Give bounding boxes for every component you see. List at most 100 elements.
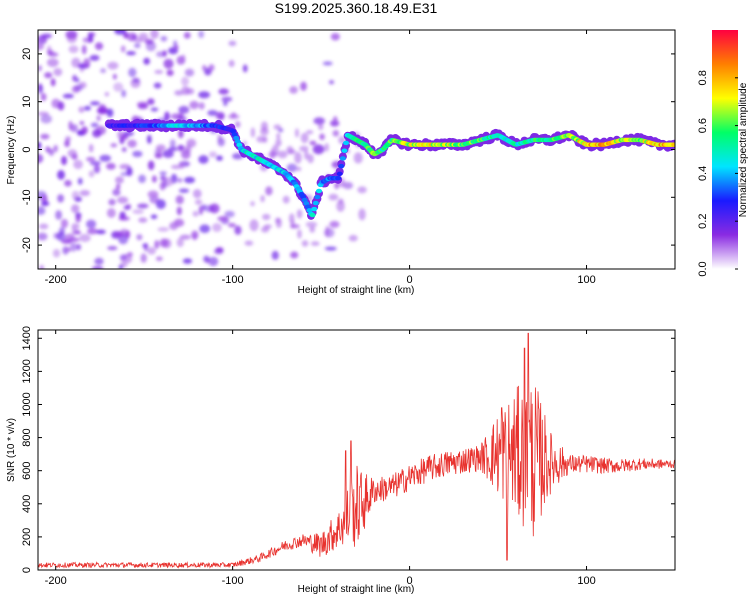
spectrogram-noise-blob: [64, 139, 70, 148]
spectrogram-noise-blob: [194, 199, 203, 205]
spectrogram-noise-blob: [227, 114, 240, 120]
spectrogram-y-tick-label: -20: [21, 237, 33, 253]
snr-y-ticks: 0 200 400 600 800 1000 1200 1400: [21, 326, 675, 573]
spectrogram-noise-blob: [338, 198, 344, 204]
spectrogram-x-ticks: -200 -100 0 100: [45, 30, 596, 286]
spectrogram-noise-blob: [151, 175, 157, 183]
spectrogram-noise-blob: [118, 264, 123, 269]
spectrogram-ridge-core: [315, 188, 322, 194]
spectrogram-noise-blob: [208, 151, 218, 158]
spectrogram-ridge-core: [309, 212, 316, 218]
snr-background: [38, 330, 675, 570]
spectrogram-noise-blob: [99, 154, 111, 162]
spectrogram-noise-blob: [329, 220, 340, 228]
spectrogram-noise-blob: [96, 229, 106, 235]
figure-title: S199.2025.360.18.49.E31: [275, 0, 438, 16]
spectrogram-ridge-core: [301, 197, 308, 203]
spectrogram-noise-blob: [336, 200, 345, 212]
spectrogram-ridge-core: [303, 201, 310, 206]
spectrogram-noise-blob: [173, 40, 178, 48]
spectrogram-noise-blob: [215, 111, 225, 120]
spectrogram-noise-blob: [189, 100, 199, 110]
spectrogram-ridge-core: [339, 156, 346, 161]
spectrogram-noise-blob: [208, 64, 215, 72]
spectrogram-noise-blob: [244, 240, 254, 246]
spectrogram-noise-blob: [118, 216, 130, 221]
spectrogram-ridge-core: [306, 208, 313, 213]
snr-y-tick-label: 800: [21, 428, 33, 446]
spectrogram-noise-blob: [179, 234, 191, 240]
spectrogram-noise-blob: [89, 160, 102, 166]
spectrogram-noise-blob: [100, 68, 106, 74]
spectrogram-noise-blob: [217, 137, 225, 147]
spectrogram-noise-blob: [38, 65, 42, 72]
spectrogram-noise-blob: [173, 218, 185, 227]
spectrogram-noise-blob: [286, 163, 298, 173]
spectrogram-noise-blob: [71, 57, 81, 68]
colorbar-tick-label: 0.8: [697, 70, 709, 85]
spectrogram-noise-blob: [104, 91, 110, 97]
spectrogram-noise-blob: [260, 194, 265, 203]
spectrogram-noise-blob: [41, 201, 50, 207]
spectrogram-noise-blob: [224, 210, 235, 218]
spectrogram-noise-blob: [203, 255, 210, 263]
spectrogram-noise-blob: [38, 153, 44, 164]
spectrogram-noise-blob: [127, 139, 137, 148]
spectrogram-noise-blob: [153, 82, 162, 89]
spectrogram-noise-blob: [159, 181, 166, 191]
spectrogram-noise-blob: [207, 110, 218, 116]
spectrogram-noise-blob: [277, 150, 288, 159]
spectrogram-noise-blob: [221, 96, 233, 102]
spectrogram-noise-blob: [162, 149, 174, 158]
spectrogram-noise-blob: [294, 128, 299, 138]
spectrogram-noise-blob: [79, 189, 91, 197]
spectrogram-noise-blob: [275, 138, 282, 147]
spectrogram-noise-blob: [164, 111, 170, 122]
spectrogram-noise-blob: [289, 86, 298, 94]
spectrogram-noise-blob: [38, 232, 48, 241]
spectrogram-noise-blob: [81, 126, 88, 134]
spectrogram-noise-blob: [134, 42, 141, 49]
spectrogram-noise-blob: [83, 58, 91, 68]
spectrogram-noise-blob: [307, 153, 314, 164]
spectrogram-ridge-core: [312, 200, 319, 206]
spectrogram-noise-blob: [306, 130, 314, 135]
spectrogram-noise-blob: [62, 93, 74, 99]
spectrogram-noise-blob: [160, 35, 168, 42]
spectrogram-noise-blob: [117, 196, 129, 204]
spectrogram-noise-blob: [115, 183, 121, 190]
spectrogram-noise-blob: [155, 199, 166, 210]
spectrogram-noise-blob: [120, 45, 126, 53]
spectrogram-noise-blob: [162, 50, 167, 57]
spectrogram-noise-blob: [228, 40, 237, 46]
spectrogram-noise-blob: [38, 206, 46, 215]
spectrogram-noise-blob: [39, 264, 44, 269]
spectrogram-noise-blob: [143, 242, 149, 252]
snr-x-ticks: -200 -100 0 100: [45, 330, 596, 587]
spectrogram-noise-blob: [309, 140, 317, 146]
spectrogram-x-tick-label: -200: [45, 274, 67, 286]
spectrogram-noise-blob: [353, 152, 363, 164]
spectrogram-noise-blob: [53, 232, 61, 239]
spectrogram-noise-blob: [332, 129, 340, 137]
spectrogram-noise-blob: [297, 229, 302, 239]
spectrogram-noise-blob: [50, 78, 56, 87]
spectrogram-ridge-core: [229, 128, 236, 134]
spectrogram-noise-blob: [357, 186, 367, 194]
spectrogram-noise-blob: [275, 217, 281, 224]
spectrogram-noise-blob: [150, 30, 159, 39]
spectrogram-noise-blob: [85, 219, 97, 229]
spectrogram-noise-blob: [138, 217, 148, 223]
spectrogram-noise-blob: [126, 32, 138, 42]
spectrogram-noise-blob: [107, 61, 119, 70]
spectrogram-noise-blob: [78, 106, 85, 113]
spectrogram-noise-blob: [249, 219, 259, 232]
spectrogram-noise-blob: [289, 224, 300, 229]
spectrogram-noise-blob: [90, 122, 99, 128]
spectrogram-noise-blob: [112, 73, 117, 80]
snr-y-tick-label: 600: [21, 462, 33, 480]
spectrogram-noise-blob: [73, 159, 83, 170]
spectrogram-noise-blob: [138, 174, 146, 184]
spectrogram-ridge-core: [338, 163, 345, 169]
